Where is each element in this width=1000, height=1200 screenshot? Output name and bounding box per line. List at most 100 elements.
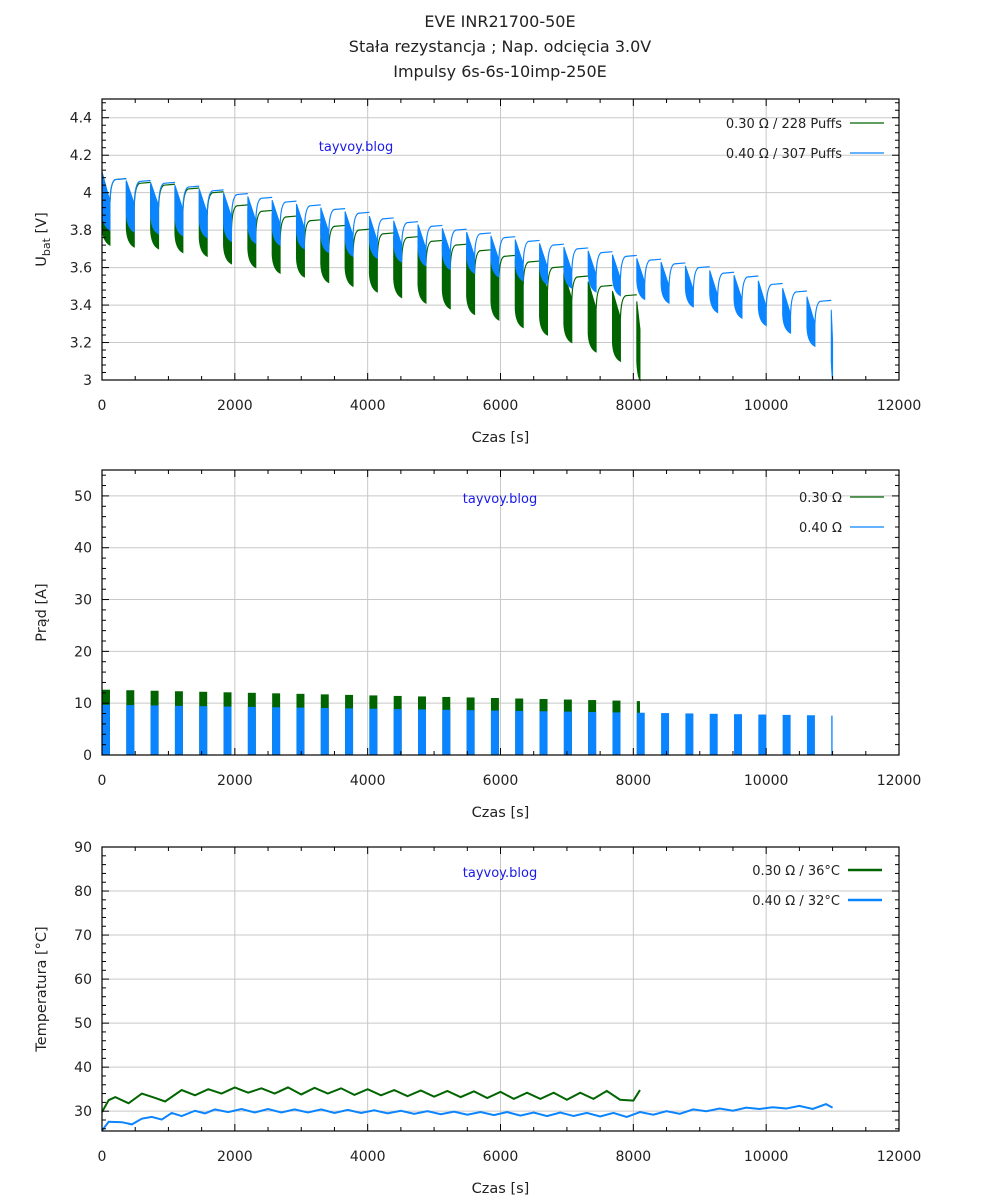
recovery-curve	[425, 224, 443, 249]
x-tick-label: 10000	[744, 1149, 789, 1165]
recovery-curve	[279, 215, 297, 240]
recovery-curve	[546, 266, 564, 291]
x-tick-label: 0	[98, 1149, 107, 1165]
pulse-block	[101, 171, 111, 231]
pulse-block	[198, 188, 208, 239]
pulse-block	[344, 211, 354, 258]
y-tick-label: 10	[74, 696, 92, 712]
recovery-curve	[498, 236, 516, 261]
pulse-block	[150, 182, 160, 235]
x-tick-label: 8000	[616, 773, 652, 789]
recovery-curve	[376, 232, 394, 257]
pulse-block	[539, 243, 549, 286]
y-tick-label: 90	[74, 840, 92, 856]
recovery-curve	[279, 200, 297, 225]
recovery-curve	[401, 236, 419, 261]
y-axis-label-sub: bat	[40, 237, 53, 256]
y-tick-label: 4.4	[70, 111, 92, 127]
y-tick-label: 30	[74, 593, 92, 609]
recovery-curve	[303, 204, 321, 229]
recovery-curve	[473, 232, 491, 257]
x-axis-label: Czas [s]	[472, 1181, 530, 1197]
current-pulse-bar	[174, 705, 183, 755]
recovery-curve	[644, 258, 662, 283]
recovery-curve	[230, 204, 248, 229]
y-tick-label: 3	[83, 373, 92, 389]
recovery-curve	[814, 299, 832, 324]
y-tick-label: 3.4	[70, 298, 92, 314]
y-tick-label: 30	[74, 1104, 92, 1120]
pulse-block	[125, 180, 135, 233]
legend-label-green: 0.30 Ω	[799, 491, 842, 506]
x-axis-label: Czas [s]	[472, 430, 530, 446]
pulse-block	[368, 215, 378, 260]
x-tick-label: 2000	[217, 1149, 253, 1165]
y-tick-label: 50	[74, 489, 92, 505]
current-pulse-bar	[612, 712, 621, 755]
current-pulse-bar	[709, 713, 718, 755]
series-blue	[102, 704, 833, 755]
legend-label-blue: 0.40 Ω / 32°C	[752, 894, 840, 909]
pulse-block	[174, 185, 184, 237]
pulse-block	[539, 264, 549, 336]
current-pulse-bar	[636, 712, 645, 755]
y-tick-label: 40	[74, 1060, 92, 1076]
current-pulse-bar	[515, 710, 524, 755]
pulse-block	[417, 224, 427, 267]
pulse-block	[830, 309, 834, 381]
pulse-block	[757, 280, 767, 327]
current-pulse-bar	[782, 714, 791, 755]
recovery-curve	[133, 179, 151, 204]
current-pulse-bar	[345, 708, 354, 755]
pulse-block	[611, 290, 621, 363]
current-pulse-bar	[685, 713, 694, 755]
current-pulse-bar	[320, 708, 329, 755]
legend-label-green: 0.30 Ω / 36°C	[752, 864, 840, 879]
recovery-curve	[376, 217, 394, 242]
x-tick-label: 12000	[877, 398, 922, 414]
x-tick-label: 6000	[483, 773, 519, 789]
y-tick-label: 3.8	[70, 223, 92, 239]
legend-label-green: 0.30 Ω / 228 Puffs	[726, 117, 842, 132]
pulse-block	[587, 250, 597, 293]
recovery-curve	[741, 275, 759, 300]
recovery-curve	[206, 189, 224, 214]
y-tick-label: 3.2	[70, 336, 92, 352]
recovery-curve	[157, 181, 175, 206]
x-tick-label: 4000	[350, 398, 386, 414]
x-tick-label: 2000	[217, 773, 253, 789]
recovery-curve	[109, 178, 127, 203]
pulse-block	[709, 270, 719, 314]
chart-panel-3: 0 2000 4000 6000 8000 10000 12000 30 40 50 60 70 80 9…	[34, 840, 921, 1197]
temperature-line-blue	[101, 1103, 834, 1132]
current-pulse-bar	[247, 706, 256, 755]
y-axis-label: Temperatura [°C]	[34, 926, 50, 1052]
pulse-block	[684, 265, 694, 308]
y-axis-label-main: U	[34, 256, 50, 267]
recovery-curve	[717, 271, 735, 296]
current-pulse-bar	[150, 705, 159, 755]
y-tick-label: 80	[74, 884, 92, 900]
pulse-block	[514, 239, 524, 282]
y-tick-label: 40	[74, 541, 92, 557]
recovery-curve	[692, 266, 710, 291]
chart-panel-2: 0 2000 4000 6000 8000 10000 12000 0 10 20 30 40 50 Cz…	[34, 469, 922, 821]
current-pulse-bar	[442, 709, 451, 755]
pulse-block	[563, 246, 573, 290]
current-pulse-bar	[199, 706, 208, 755]
recovery-curve	[619, 294, 637, 319]
current-pulse-bar	[223, 706, 232, 755]
y-tick-label: 0	[83, 748, 92, 764]
x-tick-label: 10000	[744, 398, 789, 414]
recovery-curve	[352, 211, 370, 236]
current-pulse-bar	[369, 708, 378, 755]
x-tick-label: 12000	[877, 1149, 922, 1165]
y-tick-label: 20	[74, 644, 92, 660]
x-tick-label: 8000	[616, 398, 652, 414]
recovery-curve	[571, 247, 589, 272]
x-tick-label: 2000	[217, 398, 253, 414]
x-tick-label: 12000	[877, 773, 922, 789]
current-pulse-bar	[490, 710, 499, 755]
y-axis-label: Prąd [A]	[34, 583, 50, 641]
current-pulse-bar	[126, 705, 135, 755]
